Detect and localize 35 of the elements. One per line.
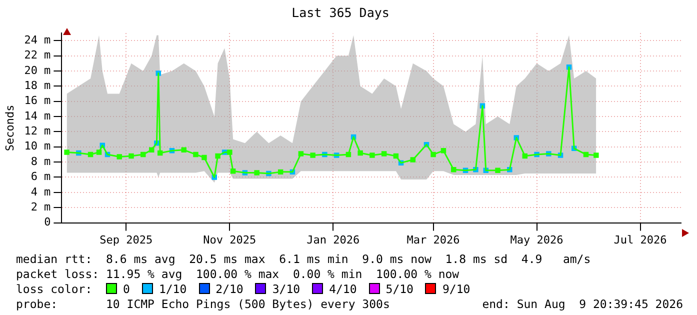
y-tick-label: 0 bbox=[44, 216, 51, 229]
y-tick-label: 8 m bbox=[30, 154, 52, 168]
x-tick-label: Jan 2026 bbox=[306, 233, 360, 246]
text: 3/10 bbox=[271, 282, 300, 296]
text: 5/10 bbox=[384, 282, 414, 296]
text: end: Sun Aug 9 20:39:45 2026 bbox=[482, 297, 683, 311]
x-tick-label: Sep 2025 bbox=[100, 233, 153, 246]
text: 4/10 bbox=[328, 282, 357, 296]
text: 0 bbox=[122, 282, 130, 296]
y-tick-label: 22 m bbox=[24, 48, 52, 62]
text: 2/10 bbox=[214, 282, 244, 296]
y-axis-title: Seconds bbox=[3, 104, 16, 152]
text: probe: 10 ICMP Echo Pings (500 Bytes) every 300s bbox=[16, 297, 390, 311]
y-tick-label: 16 m bbox=[24, 94, 52, 108]
point bbox=[594, 152, 599, 158]
y-tick-label: 6 m bbox=[30, 170, 52, 184]
text: loss color: bbox=[16, 282, 94, 296]
text: median rtt: 8.6 ms avg 20.5 ms max 6.1 ms min 9.0 ms now 1.8 ms sd 4.9 am/s bbox=[16, 252, 591, 266]
x-tick-label: Jul 2026 bbox=[614, 233, 667, 246]
chart-title: Last 365 Days bbox=[292, 4, 390, 20]
x-tick-label: Mar 2026 bbox=[406, 233, 460, 246]
y-tick-label: 10 m bbox=[24, 140, 52, 153]
y-tick-label: 14 m bbox=[24, 109, 52, 122]
x-tick-label: Nov 2025 bbox=[203, 233, 256, 246]
text: 9/10 bbox=[441, 282, 470, 296]
text: packet loss: 11.95 % avg 100.00 % max 0.00 % min 100.00 % now bbox=[16, 267, 460, 281]
y-tick-label: 12 m bbox=[24, 124, 52, 138]
x-tick-label: May 2026 bbox=[510, 233, 564, 246]
text: 1/10 bbox=[158, 282, 187, 296]
y-tick-label: 24 m bbox=[24, 33, 52, 46]
y-tick-label: 20 m bbox=[24, 64, 52, 77]
y-tick-label: 2 m bbox=[30, 200, 52, 214]
point bbox=[64, 150, 70, 155]
y-tick-label: 18 m bbox=[24, 79, 52, 92]
y-tick-label: 4 m bbox=[30, 185, 52, 198]
